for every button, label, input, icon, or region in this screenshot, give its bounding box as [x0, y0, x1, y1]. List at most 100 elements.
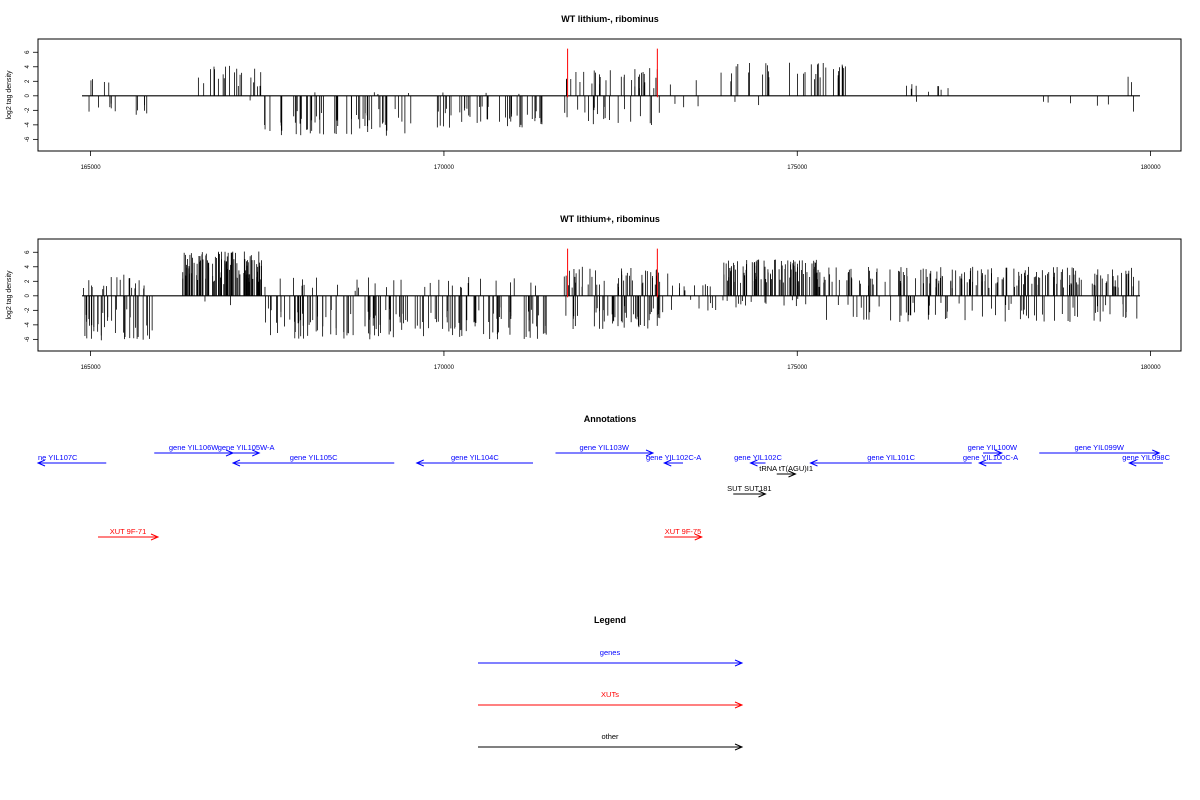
- annotation-label: gene YIL105C: [290, 453, 338, 462]
- annotation-label: gene YIL102C: [734, 453, 782, 462]
- y-tick-label: 4: [25, 64, 31, 68]
- annotation-feature: ne YIL107C: [36, 453, 107, 467]
- annotation-label: gene YIL100W: [968, 443, 1018, 452]
- x-tick-label: 175000: [787, 365, 808, 371]
- plot-frame: [37, 38, 1182, 152]
- annotation-feature: gene YIL105C: [231, 453, 395, 467]
- feature-arrowhead: [788, 470, 797, 478]
- annotation-feature: gene YIL104C: [415, 453, 533, 467]
- panel-title: WT lithium-, ribominus: [561, 14, 659, 24]
- annotation-label: gene YIL106W: [169, 443, 219, 452]
- annotation-label: XUT 9F-75: [665, 527, 702, 536]
- y-tick-label: 6: [25, 50, 31, 54]
- annotation-feature: SUT SUT181: [727, 484, 772, 498]
- y-axis: -6 -4 -2 0 2 4 6: [25, 250, 38, 342]
- x-tick-label: 180000: [1141, 365, 1162, 371]
- legend-item-gene: genes: [478, 648, 744, 667]
- y-axis: -6 -4 -2 0 2 4 6: [25, 50, 38, 142]
- y-axis-label: log2 tag density: [6, 70, 13, 120]
- y-tick-label: -4: [25, 122, 31, 128]
- feature-arrowhead: [758, 490, 767, 498]
- density-bars: [82, 62, 1140, 136]
- legend-items: genes XUTs other: [478, 648, 744, 751]
- plot-frame: [37, 238, 1182, 352]
- y-tick-label: -6: [25, 136, 31, 142]
- density-bars: [82, 251, 1140, 341]
- feature-arrowhead: [415, 459, 424, 467]
- y-tick-label: -2: [25, 307, 31, 313]
- annotation-label: gene YIL099W: [1075, 443, 1125, 452]
- feature-arrowhead: [645, 449, 655, 457]
- feature-arrowhead: [994, 449, 1004, 457]
- annotation-label: gene YIL105W-A: [218, 443, 275, 452]
- legend-title: Legend: [594, 615, 626, 625]
- legend-label: genes: [600, 648, 621, 657]
- x-tick-label: 180000: [1141, 165, 1162, 171]
- y-tick-label: -6: [25, 336, 31, 342]
- annotation-label: tRNA tT(AGU)I1: [759, 464, 813, 473]
- y-tick-label: 6: [25, 250, 31, 254]
- annotation-label: gene YIL101C: [867, 453, 915, 462]
- feature-arrowhead: [252, 449, 261, 457]
- annotation-label: gene YIL098C: [1122, 453, 1170, 462]
- feature-arrowhead: [36, 459, 46, 467]
- y-tick-label: 4: [25, 264, 31, 268]
- panel-title: WT lithium+, ribominus: [560, 214, 660, 224]
- legend-label: other: [601, 732, 619, 741]
- feature-arrowhead: [662, 459, 672, 467]
- annotations-title: Annotations: [584, 414, 637, 424]
- annotation-feature: gene YIL105W-A: [218, 443, 275, 457]
- y-tick-label: -4: [25, 322, 31, 328]
- feature-arrowhead: [694, 533, 704, 541]
- track-panel-lithium-plus: WT lithium+, ribominus log2 tag density …: [6, 214, 1182, 371]
- legend-item-other: other: [478, 732, 744, 751]
- y-axis-label: log2 tag density: [6, 270, 13, 320]
- y-tick-label: 0: [25, 93, 31, 97]
- annotation-feature: gene YIL101C: [809, 453, 972, 467]
- annotation-feature: gene YIL102C-A: [646, 453, 701, 467]
- x-tick-label: 165000: [81, 365, 102, 371]
- x-tick-label: 170000: [434, 365, 455, 371]
- legend-label: XUTs: [601, 690, 619, 699]
- annotation-label: SUT SUT181: [727, 484, 771, 493]
- feature-arrowhead: [749, 459, 758, 467]
- y-tick-label: 2: [25, 79, 31, 83]
- feature-arrowhead: [231, 459, 241, 467]
- legend: Legend genes XUTs other: [478, 615, 744, 751]
- annotation-feature: tRNA tT(AGU)I1: [759, 464, 813, 478]
- annotation-feature: gene YIL100C-A: [963, 453, 1018, 467]
- y-tick-label: 0: [25, 293, 31, 297]
- feature-arrowhead: [809, 459, 818, 467]
- annotation-label: gene YIL103W: [580, 443, 630, 452]
- x-axis: 165000 170000 175000 180000: [81, 351, 1162, 371]
- annotation-feature: gene YIL103W: [555, 443, 655, 457]
- annotation-label: gene YIL100C-A: [963, 453, 1018, 462]
- y-tick-label: -2: [25, 107, 31, 113]
- annotation-feature: gene YIL098C: [1122, 453, 1171, 467]
- annotation-feature: gene YIL099W: [1039, 443, 1161, 457]
- annotation-feature: XUT 9F-75: [664, 527, 704, 541]
- annotation-feature: gene YIL102C: [734, 453, 782, 467]
- annotation-feature: XUT 9F-71: [98, 527, 160, 541]
- feature-arrowhead: [977, 459, 987, 467]
- track-panel-lithium-minus: WT lithium-, ribominus log2 tag density …: [6, 14, 1182, 171]
- annotation-label: ne YIL107C: [38, 453, 78, 462]
- legend-item-xut: XUTs: [478, 690, 744, 709]
- feature-arrowhead: [1152, 449, 1161, 457]
- x-axis: 165000 170000 175000 180000: [81, 151, 1162, 171]
- feature-arrowhead: [1127, 459, 1137, 467]
- annotation-label: gene YIL104C: [451, 453, 499, 462]
- legend-arrowhead: [734, 659, 744, 667]
- legend-arrowhead: [734, 743, 744, 751]
- red-marker-lines: [567, 48, 658, 98]
- annotation-features: ne YIL107C gene YIL106W gene YIL105W-A gene…: [36, 443, 1171, 541]
- x-tick-label: 165000: [81, 165, 102, 171]
- annotation-label: XUT 9F-71: [110, 527, 147, 536]
- feature-arrowhead: [150, 533, 160, 541]
- red-marker-lines: [567, 248, 658, 298]
- x-tick-label: 175000: [787, 165, 808, 171]
- y-tick-label: 2: [25, 279, 31, 283]
- annotation-feature: gene YIL100W: [968, 443, 1018, 457]
